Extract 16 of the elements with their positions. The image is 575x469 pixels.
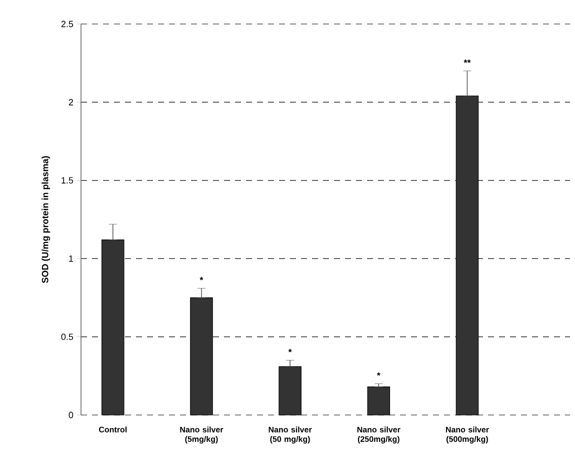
x-tick-label: Control — [99, 426, 127, 432]
x-tick-label: Nano silver (500mg/kg) — [446, 426, 489, 444]
y-tick-label: 1.5 — [62, 177, 74, 184]
y-tick-label: 2 — [68, 99, 74, 106]
annotation: * — [376, 372, 380, 376]
annotation: * — [288, 348, 292, 352]
x-tick-label: Nano silver (250mg/kg) — [357, 426, 400, 444]
y-tick-label: 1 — [69, 256, 74, 262]
annotation: * — [200, 276, 204, 280]
x-tick-label: Nano silver (5mg/kg) — [180, 426, 224, 444]
x-tick-label: Nano silver (50 mg/kg) — [268, 426, 312, 444]
y-tick-label: 0.5 — [61, 334, 74, 340]
y-axis-title: SOD (U/mg protein in plasma) — [42, 156, 50, 283]
annotation: ** — [464, 60, 471, 63]
y-tick-label: 2.5 — [61, 20, 74, 28]
y-tick-label: 0 — [68, 412, 74, 418]
